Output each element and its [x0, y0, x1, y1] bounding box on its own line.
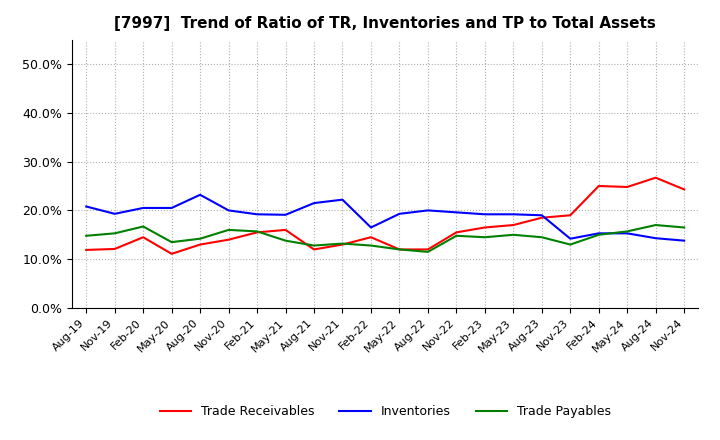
Trade Payables: [452, 233, 461, 238]
Trade Payables: [480, 235, 489, 240]
Inventories: [623, 231, 631, 236]
Inventories: [366, 225, 375, 230]
Inventories: [110, 211, 119, 216]
Title: [7997]  Trend of Ratio of TR, Inventories and TP to Total Assets: [7997] Trend of Ratio of TR, Inventories…: [114, 16, 656, 32]
Trade Receivables: [395, 247, 404, 252]
Trade Payables: [225, 227, 233, 233]
Trade Receivables: [509, 222, 518, 227]
Trade Receivables: [167, 251, 176, 257]
Trade Receivables: [537, 215, 546, 220]
Trade Payables: [253, 229, 261, 234]
Inventories: [139, 205, 148, 211]
Trade Receivables: [652, 175, 660, 180]
Trade Receivables: [566, 213, 575, 218]
Inventories: [509, 212, 518, 217]
Trade Receivables: [595, 183, 603, 189]
Trade Payables: [139, 224, 148, 229]
Inventories: [480, 212, 489, 217]
Inventories: [395, 211, 404, 216]
Trade Receivables: [338, 242, 347, 247]
Trade Receivables: [310, 247, 318, 252]
Inventories: [452, 210, 461, 215]
Inventories: [196, 192, 204, 198]
Inventories: [680, 238, 688, 243]
Trade Payables: [395, 247, 404, 252]
Trade Receivables: [452, 230, 461, 235]
Inventories: [652, 235, 660, 241]
Line: Trade Receivables: Trade Receivables: [86, 178, 684, 254]
Trade Receivables: [225, 237, 233, 242]
Trade Payables: [366, 243, 375, 248]
Trade Payables: [680, 225, 688, 230]
Legend: Trade Receivables, Inventories, Trade Payables: Trade Receivables, Inventories, Trade Pa…: [155, 400, 616, 423]
Trade Receivables: [366, 235, 375, 240]
Trade Payables: [423, 249, 432, 254]
Trade Receivables: [82, 247, 91, 253]
Trade Payables: [623, 229, 631, 234]
Trade Payables: [595, 232, 603, 238]
Trade Receivables: [480, 225, 489, 230]
Inventories: [595, 231, 603, 236]
Inventories: [537, 213, 546, 218]
Trade Receivables: [423, 247, 432, 252]
Inventories: [253, 212, 261, 217]
Trade Receivables: [110, 246, 119, 252]
Trade Receivables: [196, 242, 204, 247]
Trade Payables: [110, 231, 119, 236]
Trade Payables: [537, 235, 546, 240]
Trade Payables: [338, 241, 347, 246]
Inventories: [566, 236, 575, 242]
Inventories: [167, 205, 176, 211]
Inventories: [82, 204, 91, 209]
Trade Payables: [652, 222, 660, 227]
Inventories: [310, 201, 318, 206]
Trade Receivables: [282, 227, 290, 233]
Inventories: [282, 212, 290, 217]
Trade Receivables: [680, 187, 688, 192]
Trade Payables: [82, 233, 91, 238]
Line: Trade Payables: Trade Payables: [86, 225, 684, 252]
Trade Payables: [566, 242, 575, 247]
Line: Inventories: Inventories: [86, 195, 684, 241]
Trade Receivables: [253, 230, 261, 235]
Trade Payables: [167, 239, 176, 245]
Trade Payables: [509, 232, 518, 238]
Trade Receivables: [139, 235, 148, 240]
Trade Receivables: [623, 184, 631, 190]
Inventories: [423, 208, 432, 213]
Trade Payables: [282, 238, 290, 243]
Trade Payables: [310, 243, 318, 248]
Inventories: [338, 197, 347, 202]
Inventories: [225, 208, 233, 213]
Trade Payables: [196, 236, 204, 242]
